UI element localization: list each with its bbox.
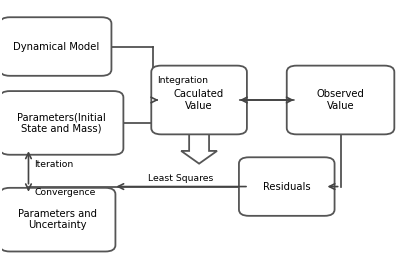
- FancyBboxPatch shape: [0, 188, 115, 251]
- FancyBboxPatch shape: [239, 157, 334, 216]
- FancyBboxPatch shape: [151, 66, 247, 134]
- Polygon shape: [181, 128, 217, 164]
- Text: Observed
Value: Observed Value: [317, 89, 365, 111]
- Text: Parameters and
Uncertainty: Parameters and Uncertainty: [18, 209, 97, 230]
- Text: Dynamical Model: Dynamical Model: [12, 41, 99, 51]
- FancyBboxPatch shape: [287, 66, 394, 134]
- Text: Iteration: Iteration: [34, 161, 74, 169]
- Text: Convergence: Convergence: [34, 188, 96, 197]
- Text: Residuals: Residuals: [263, 182, 310, 191]
- Text: Integration: Integration: [157, 76, 208, 85]
- Text: Caculated
Value: Caculated Value: [174, 89, 224, 111]
- FancyBboxPatch shape: [0, 17, 111, 76]
- Text: Parameters(Initial
State and Mass): Parameters(Initial State and Mass): [17, 112, 106, 134]
- Text: Least Squares: Least Squares: [148, 174, 214, 183]
- FancyBboxPatch shape: [0, 91, 124, 155]
